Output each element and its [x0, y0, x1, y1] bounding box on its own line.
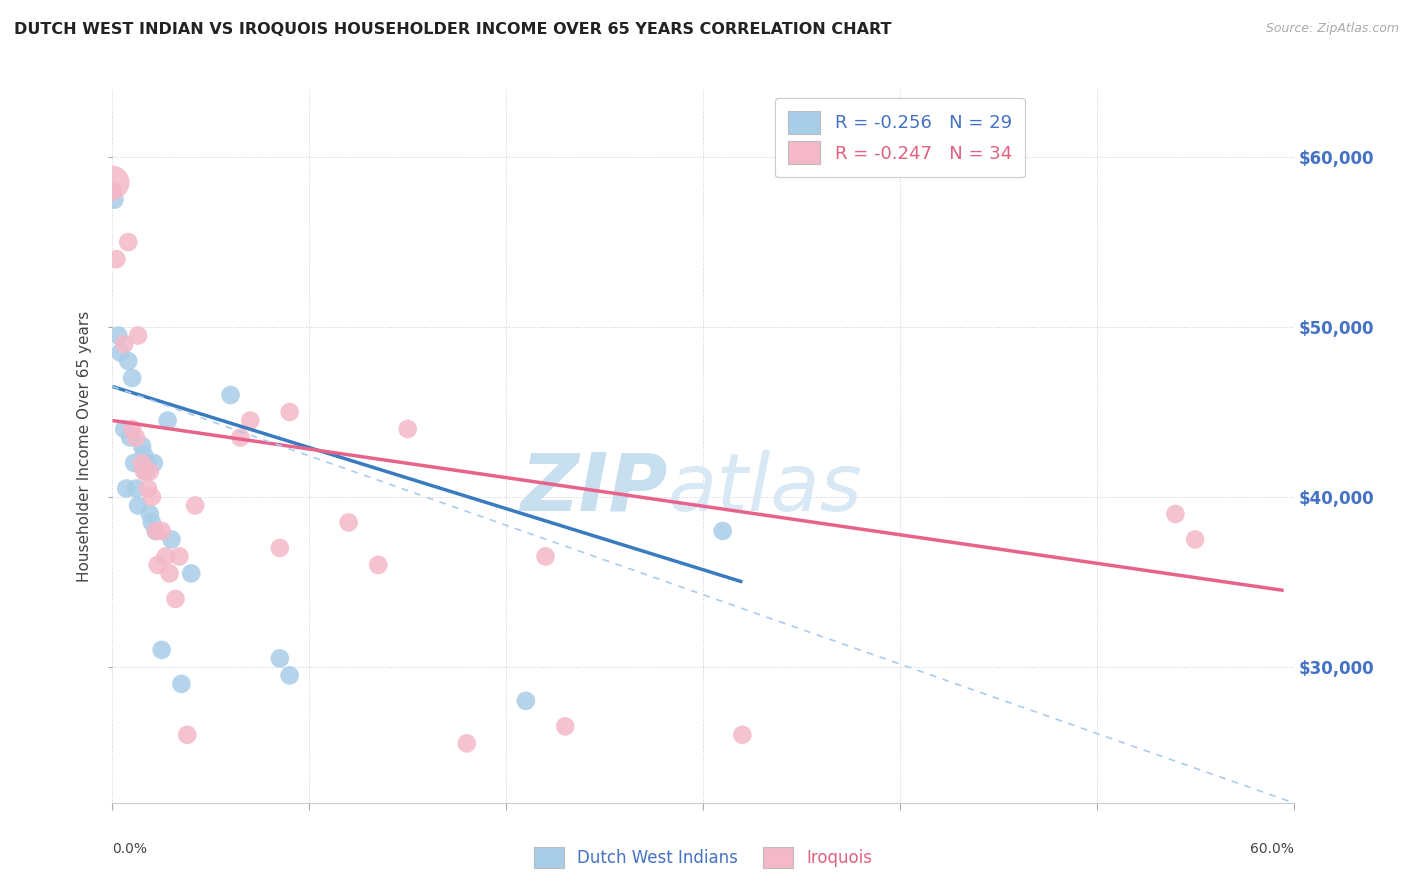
Point	[117, 235, 139, 249]
Point	[136, 482, 159, 496]
Point	[156, 413, 179, 427]
Point	[139, 465, 162, 479]
Point	[1184, 533, 1206, 547]
Point	[121, 422, 143, 436]
Point	[131, 439, 153, 453]
Point	[278, 668, 301, 682]
Point	[269, 651, 291, 665]
Point	[142, 456, 165, 470]
Point	[122, 456, 145, 470]
Point	[146, 558, 169, 572]
Point	[396, 422, 419, 436]
Point	[269, 541, 291, 555]
Point	[145, 524, 167, 538]
Point	[132, 448, 155, 462]
Legend: Dutch West Indians, Iroquois: Dutch West Indians, Iroquois	[527, 840, 879, 875]
Point	[170, 677, 193, 691]
Text: Source: ZipAtlas.com: Source: ZipAtlas.com	[1265, 22, 1399, 36]
Point	[112, 422, 135, 436]
Point	[101, 184, 124, 198]
Point	[103, 193, 125, 207]
Point	[180, 566, 202, 581]
Point	[105, 252, 128, 266]
Point	[169, 549, 191, 564]
Point	[165, 591, 187, 606]
Point	[127, 328, 149, 343]
Point	[141, 490, 163, 504]
Point	[554, 719, 576, 733]
Point	[337, 516, 360, 530]
Point	[125, 430, 148, 444]
Point	[141, 516, 163, 530]
Point	[117, 354, 139, 368]
Point	[127, 499, 149, 513]
Text: 60.0%: 60.0%	[1250, 842, 1294, 856]
Point	[110, 345, 132, 359]
Point	[239, 413, 262, 427]
Point	[150, 643, 173, 657]
Point	[534, 549, 557, 564]
Point	[159, 566, 181, 581]
Point	[367, 558, 389, 572]
Point	[132, 465, 155, 479]
Point	[219, 388, 242, 402]
Text: DUTCH WEST INDIAN VS IROQUOIS HOUSEHOLDER INCOME OVER 65 YEARS CORRELATION CHART: DUTCH WEST INDIAN VS IROQUOIS HOUSEHOLDE…	[14, 22, 891, 37]
Point	[101, 176, 124, 190]
Point	[456, 736, 478, 750]
Point	[125, 482, 148, 496]
Point	[112, 337, 135, 351]
Point	[131, 456, 153, 470]
Point	[155, 549, 177, 564]
Text: ZIP: ZIP	[520, 450, 668, 528]
Point	[145, 524, 167, 538]
Point	[184, 499, 207, 513]
Point	[711, 524, 734, 538]
Point	[278, 405, 301, 419]
Point	[136, 456, 159, 470]
Point	[150, 524, 173, 538]
Text: 0.0%: 0.0%	[112, 842, 148, 856]
Point	[120, 430, 142, 444]
Point	[1164, 507, 1187, 521]
Point	[121, 371, 143, 385]
Point	[139, 507, 162, 521]
Point	[176, 728, 198, 742]
Point	[160, 533, 183, 547]
Point	[731, 728, 754, 742]
Legend: R = -0.256   N = 29, R = -0.247   N = 34: R = -0.256 N = 29, R = -0.247 N = 34	[775, 98, 1025, 178]
Text: atlas: atlas	[668, 450, 862, 528]
Point	[135, 465, 157, 479]
Point	[107, 328, 129, 343]
Y-axis label: Householder Income Over 65 years: Householder Income Over 65 years	[77, 310, 93, 582]
Point	[515, 694, 537, 708]
Point	[229, 430, 252, 444]
Point	[115, 482, 138, 496]
